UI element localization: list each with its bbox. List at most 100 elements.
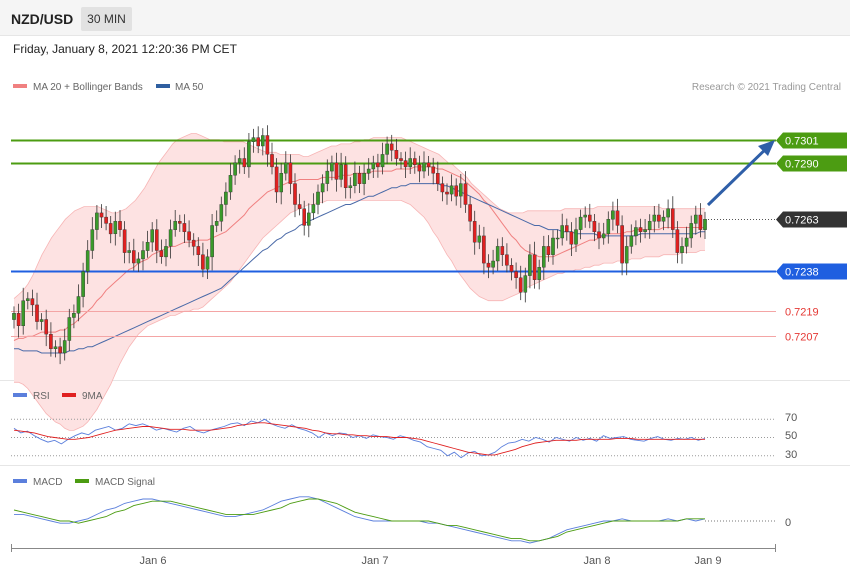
candle-body [436,172,440,184]
candle-body [237,158,242,163]
legend-macd-signal: MACD Signal [95,477,155,488]
candle-body [67,317,72,341]
candle-body [316,191,320,205]
candle-body [187,231,191,241]
candle-body [417,164,422,172]
candle-body [675,229,680,253]
candle-body [611,210,615,220]
candle-body [703,218,707,230]
candle-body [201,254,205,270]
candle-body [150,229,155,243]
candle-body [205,256,210,270]
candle-body [431,166,436,174]
candle-body [177,221,182,224]
candle-body [380,154,385,168]
candlesticks [12,125,707,365]
candle-body [371,162,376,170]
macd-signal-line [13,498,705,542]
candle-body [339,164,343,180]
candle-body [108,223,113,235]
rsi-ma-line [13,422,705,456]
x-tick-jan8: Jan 8 [584,555,611,567]
candle-body [154,229,159,251]
candle-body [113,221,118,235]
x-axis: Jan 6 Jan 7 Jan 8 Jan 9 [11,544,776,567]
timeframe-button[interactable]: 30 MIN [81,7,132,31]
candle-body [643,229,647,232]
candle-body [689,223,693,239]
candle-body [555,237,560,240]
candle-body [666,208,670,218]
candle-body [334,162,339,180]
candle-body [325,170,330,184]
candle-body [486,262,491,268]
candle-body [242,158,247,168]
candle-body [500,246,505,255]
legend-swatch-ma50 [156,84,170,88]
candle-body [353,172,357,186]
candle-body [99,212,104,218]
candle-body [408,158,413,168]
candle-body [279,172,284,193]
forecast-arrow [706,141,774,207]
candle-body [145,241,150,251]
x-tick-jan9: Jan 9 [695,555,722,567]
candle-body [403,160,408,168]
candle-body [191,239,196,247]
candle-body [343,164,348,189]
candle-body [468,204,472,222]
candle-body [284,162,288,174]
candle-body [224,191,228,205]
candle-body [578,216,583,230]
candle-body [652,214,657,222]
candle-body [53,346,58,350]
candle-body [265,135,270,155]
macd-panel: MACD MACD Signal 0 [13,477,791,544]
x-tick-jan7: Jan 7 [362,555,389,567]
candle-body [454,185,459,197]
level-label-0.7263: 0.7263 [785,215,819,227]
candle-body [159,250,164,258]
candle-body [426,162,431,168]
credit-text: Research © 2021 Trading Central [692,82,841,93]
candle-body [39,319,44,322]
candle-body [72,313,76,318]
candle-body [657,214,661,222]
legend-ma20: MA 20 + Bollinger Bands [33,82,143,93]
candle-body [532,254,537,280]
candle-body [164,246,168,258]
price-levels: 0.7301 0.7290 0.7263 0.7238 0.7219 0.7207 [11,132,847,344]
candle-body [615,210,620,226]
candle-body [491,260,495,268]
macd-tick-0: 0 [785,517,791,529]
candle-body [233,162,237,176]
level-label-0.7290: 0.7290 [785,159,819,171]
candle-body [449,185,454,195]
candle-body [385,143,389,155]
candle-body [228,175,233,193]
legend-ma50: MA 50 [175,82,204,93]
candle-body [671,208,675,230]
legend-rsi-ma: 9MA [82,391,103,402]
candle-body [597,231,601,239]
legend-swatch-rsi [13,393,27,397]
candle-body [136,258,141,264]
candle-body [168,229,173,247]
candle-body [694,214,698,224]
candle-body [330,162,334,172]
candle-body [459,183,463,197]
symbol-label: NZD/USD [11,11,74,27]
level-label-0.7238: 0.7238 [785,267,819,279]
candle-body [523,275,528,293]
candle-body [173,221,178,230]
legend-swatch-rsi-ma [62,393,76,397]
candle-body [413,158,417,166]
candle-body [684,237,689,247]
candle-body [583,214,587,218]
x-tick-jan6: Jan 6 [140,555,167,567]
level-label-0.7207: 0.7207 [785,332,819,344]
level-tag-0.7301 [776,132,847,149]
candle-body [274,166,279,193]
candle-body [376,162,380,168]
